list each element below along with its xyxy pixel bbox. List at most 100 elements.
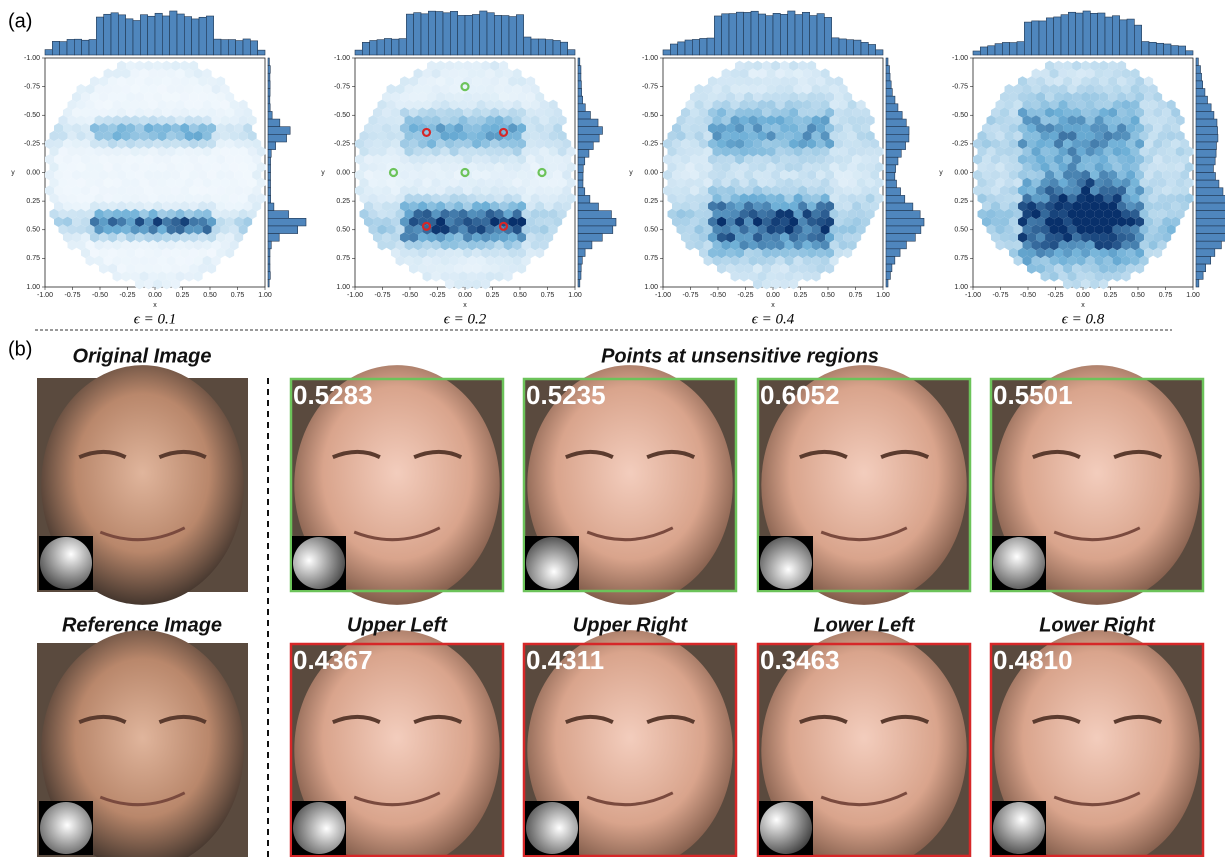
histogram-bar [560, 42, 567, 55]
x-tick-label: 0.75 [1159, 292, 1173, 299]
histogram-bar [1120, 20, 1127, 55]
y-tick-label: 0.75 [26, 255, 40, 262]
panel-label: (a) [8, 10, 32, 32]
histogram-bar [221, 40, 228, 55]
histogram-bar [578, 256, 582, 264]
light-sphere [40, 537, 92, 589]
histogram-bar [578, 203, 598, 211]
histogram-bar [268, 89, 270, 97]
histogram-bar [1196, 218, 1225, 226]
histogram-bar [268, 226, 298, 234]
score: 0.4367 [293, 645, 373, 675]
y-tick-label: 0.50 [336, 227, 350, 234]
y-tick-label: -0.25 [642, 141, 658, 148]
light-sphere [760, 802, 812, 854]
histogram-bar [268, 66, 270, 74]
region-title: Lower Left [813, 614, 915, 636]
histogram-bar [45, 50, 52, 55]
histogram-bar [578, 73, 581, 81]
photo [37, 365, 248, 605]
histogram-bar [1149, 42, 1156, 55]
histogram-bar [876, 50, 883, 55]
histogram-bar [578, 180, 583, 188]
x-tick-label: -0.25 [738, 292, 754, 299]
histogram-bar [1196, 89, 1205, 97]
histogram-bar [52, 41, 59, 55]
histogram-bar [722, 14, 729, 55]
y-tick-label: -0.25 [334, 141, 350, 148]
histogram-bar [1196, 173, 1215, 181]
histogram-bar [886, 66, 890, 74]
histogram-bar [729, 14, 736, 55]
histogram-bar [392, 39, 399, 55]
score: 0.5501 [993, 380, 1073, 410]
y-axis-label: y [321, 169, 325, 176]
histogram-bar [1196, 58, 1198, 66]
histogram-bar [148, 16, 155, 55]
y-axis-label: y [11, 169, 15, 176]
histogram-bar [1196, 165, 1213, 173]
histogram-bar [268, 134, 287, 142]
histogram-bar [578, 241, 592, 249]
histogram-bar [1105, 17, 1112, 55]
histogram-bar [578, 58, 580, 66]
histogram-bar [861, 42, 868, 55]
histogram-bar [1068, 12, 1075, 55]
histogram-bar [531, 39, 538, 55]
y-tick-label: 0.50 [644, 227, 658, 234]
histogram-bar [268, 234, 279, 242]
x-tick-label: 0.75 [541, 292, 555, 299]
histogram-bar [714, 16, 721, 55]
score: 0.5283 [293, 380, 373, 410]
histogram-bar [1196, 226, 1225, 234]
y-tick-label: -0.50 [24, 112, 40, 119]
histogram-bar [1076, 13, 1083, 55]
x-tick-label: -0.75 [993, 292, 1009, 299]
histogram-bar [1196, 195, 1225, 203]
x-axis-label: x [1081, 302, 1085, 309]
histogram-bar [538, 39, 545, 55]
histogram-bar [1178, 46, 1185, 55]
histogram-bar [118, 15, 125, 55]
histogram-bar [370, 41, 377, 55]
histogram-bar [268, 157, 271, 165]
histogram-bar [578, 134, 599, 142]
histogram-bar [886, 173, 895, 181]
x-tick-label: -0.50 [92, 292, 108, 299]
histogram-bar [421, 14, 428, 55]
histogram-bar [60, 42, 67, 55]
histogram-bar [228, 40, 235, 55]
histogram-bar [268, 73, 270, 81]
y-tick-label: -1.00 [334, 55, 350, 62]
histogram-bar [980, 47, 987, 55]
x-tick-label: -1.00 [37, 292, 53, 299]
histogram-bar [1142, 42, 1149, 55]
y-tick-label: 0.25 [954, 198, 968, 205]
histogram-bar [886, 272, 890, 280]
histogram-bar [692, 39, 699, 55]
histogram-bar [886, 142, 906, 150]
histogram-bar [578, 226, 613, 234]
histogram-bar [886, 241, 906, 249]
x-tick-label: 0.25 [486, 292, 500, 299]
histogram-bar [886, 134, 909, 142]
histogram-bar [1196, 142, 1216, 150]
histogram-bar [1134, 25, 1141, 55]
light-sphere [293, 537, 345, 589]
histogram-bar [578, 96, 583, 104]
histogram-bar [268, 249, 270, 257]
histogram-bar [428, 11, 435, 55]
histogram-bar [766, 16, 773, 55]
histogram-bar [886, 104, 898, 112]
histogram-bar [1061, 15, 1068, 55]
histogram-bar [578, 150, 589, 158]
y-tick-label: 0.25 [644, 198, 658, 205]
histogram-bar [886, 157, 898, 165]
histogram-bar [578, 249, 585, 257]
x-tick-label: 0.00 [148, 292, 162, 299]
x-tick-label: -0.25 [1048, 292, 1064, 299]
y-tick-label: -0.50 [334, 112, 350, 119]
histogram-bar [568, 50, 575, 55]
y-tick-label: -1.00 [952, 55, 968, 62]
histogram-bar [268, 173, 271, 181]
